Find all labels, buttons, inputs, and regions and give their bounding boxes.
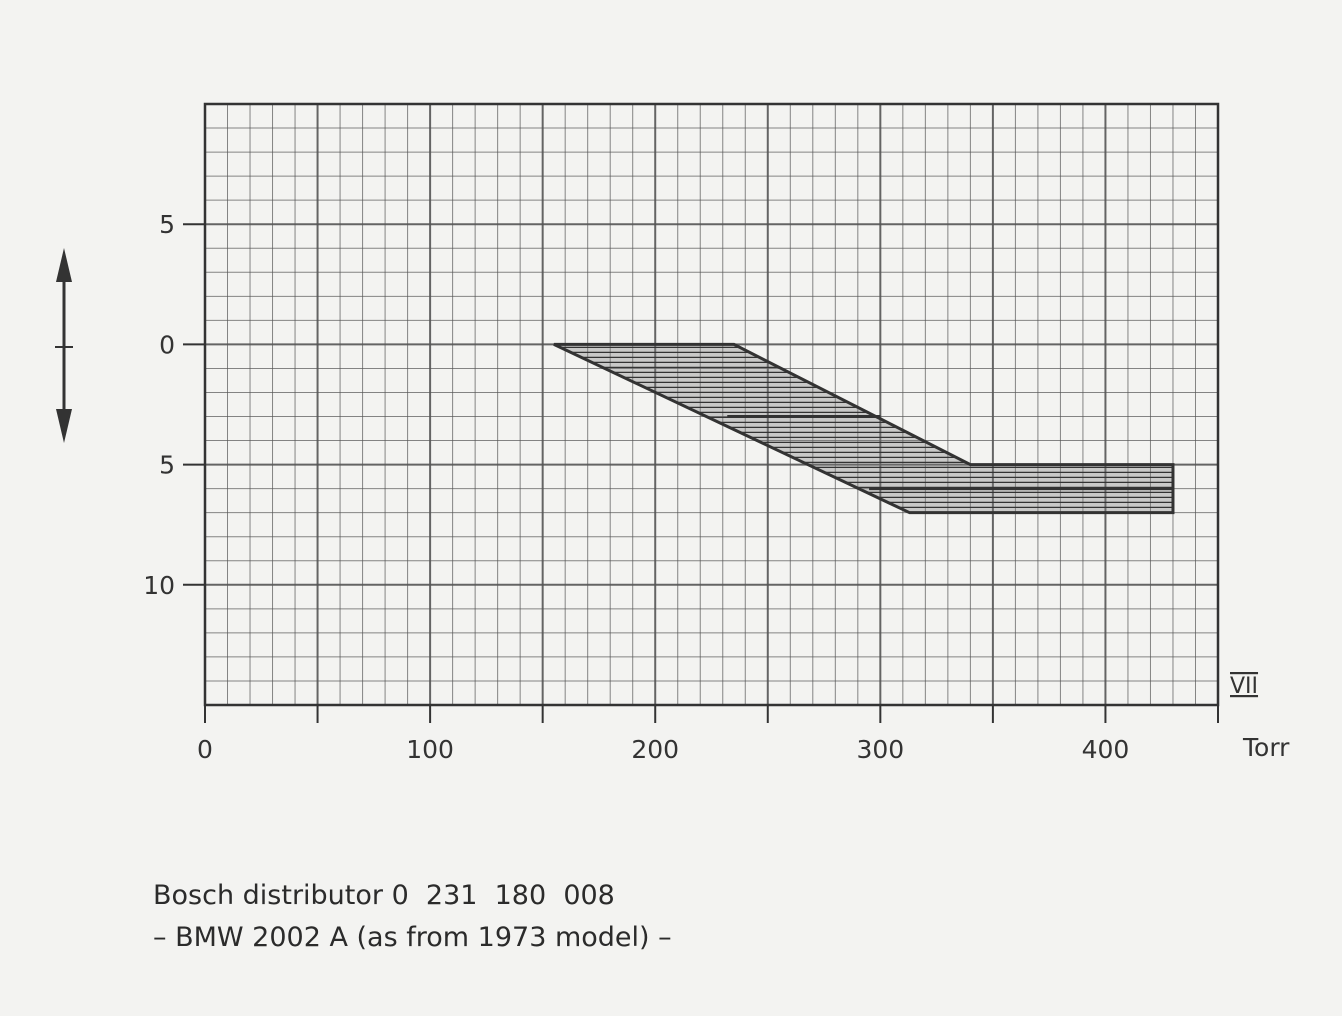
- y-tick-label: 0: [159, 330, 175, 359]
- double-arrow-icon: [55, 248, 73, 443]
- caption-line-2: – BMW 2002 A (as from 1973 model) –: [153, 922, 672, 953]
- x-tick-label: 100: [406, 735, 454, 764]
- y-tick-label: 10: [143, 571, 175, 600]
- y-tick-label: 5: [159, 451, 175, 480]
- x-tick-label: 200: [631, 735, 679, 764]
- figure-number: VII: [1230, 674, 1258, 699]
- chart-grid: [203, 102, 1220, 707]
- caption-line-1: Bosch distributor 0 231 180 008: [153, 880, 615, 911]
- x-axis-unit-label: Torr: [1242, 733, 1290, 762]
- x-tick-label: 0: [197, 735, 213, 764]
- chart-ticks: 0 100 200 300 400 5 0 5 10: [143, 210, 1219, 764]
- x-tick-label: 300: [856, 735, 904, 764]
- y-tick-label: 5: [159, 210, 175, 239]
- plot-frame: [203, 102, 1220, 707]
- x-tick-label: 400: [1082, 735, 1130, 764]
